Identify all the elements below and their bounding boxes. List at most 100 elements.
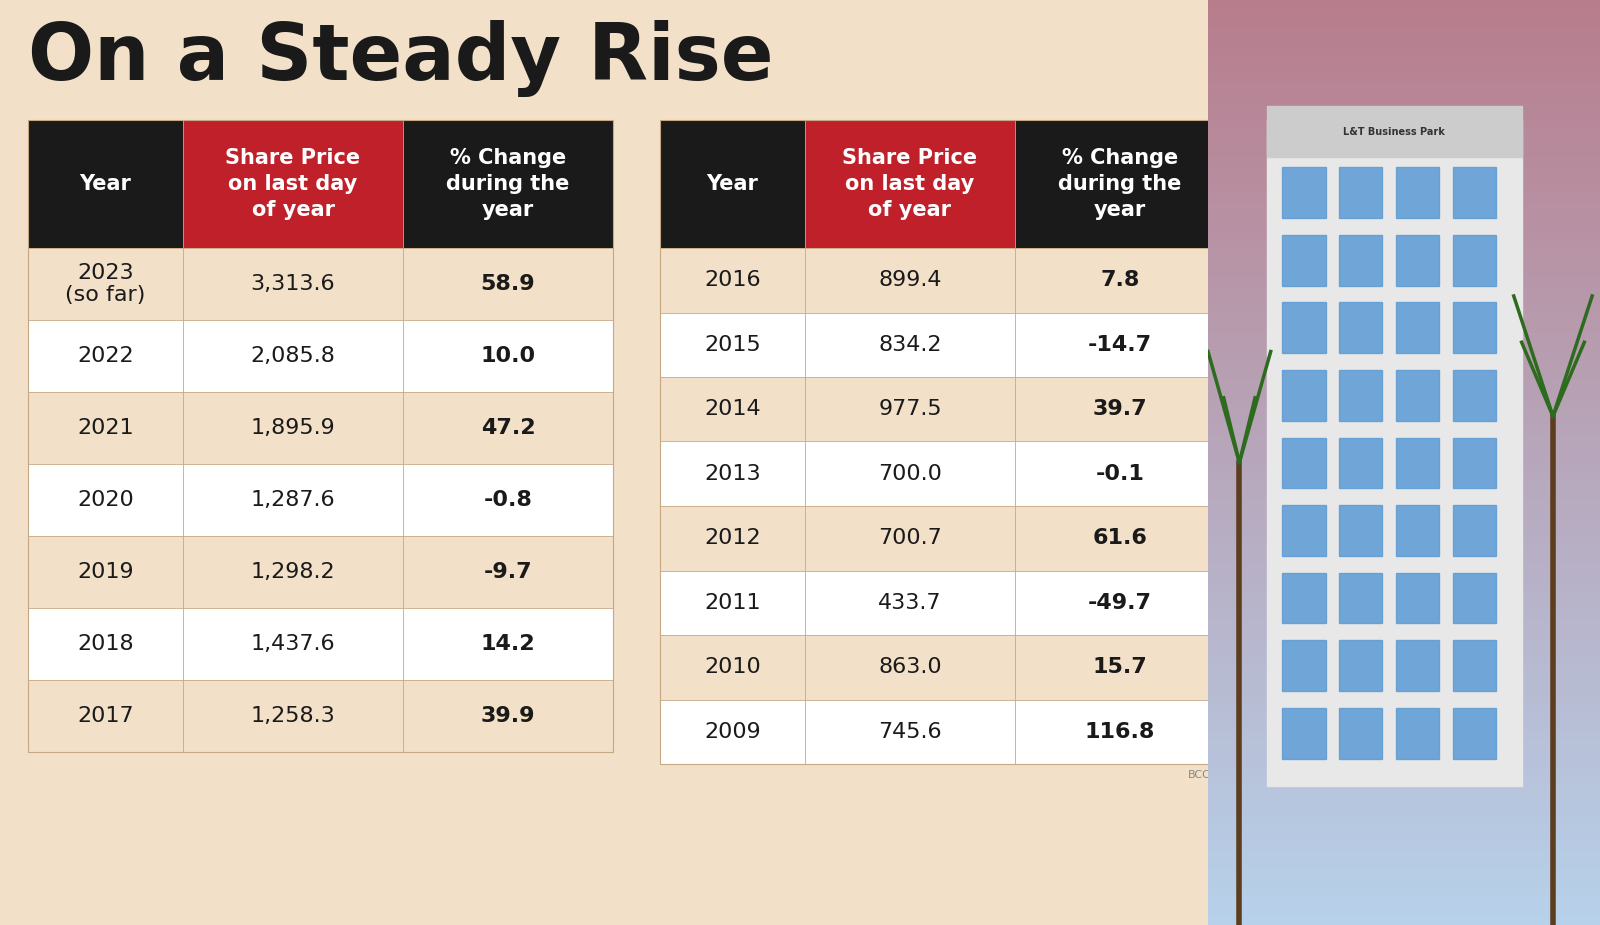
Text: BCCL: BCCL: [1187, 770, 1218, 780]
Bar: [1283, 505, 1325, 556]
Text: 863.0: 863.0: [878, 658, 942, 677]
Bar: [29, 536, 613, 608]
Bar: [1283, 302, 1325, 353]
Text: -14.7: -14.7: [1088, 335, 1152, 355]
Bar: [1014, 120, 1226, 248]
Text: 2018: 2018: [77, 634, 134, 654]
Text: % Change
during the
year: % Change during the year: [446, 148, 570, 219]
Text: -9.7: -9.7: [483, 562, 533, 582]
Bar: [661, 377, 1226, 441]
Text: 2017: 2017: [77, 706, 134, 726]
Text: 2013: 2013: [704, 463, 762, 484]
Text: 39.9: 39.9: [480, 706, 536, 726]
Text: 14.2: 14.2: [480, 634, 536, 654]
Text: On a Steady Rise: On a Steady Rise: [29, 20, 773, 97]
Text: 39.7: 39.7: [1093, 400, 1147, 419]
Text: 700.7: 700.7: [878, 528, 942, 549]
Bar: [1397, 167, 1440, 218]
Bar: [1397, 640, 1440, 691]
Text: 1,298.2: 1,298.2: [251, 562, 336, 582]
Bar: [1283, 370, 1325, 421]
Text: 2019: 2019: [77, 562, 134, 582]
Bar: [1283, 438, 1325, 488]
Text: 2015: 2015: [704, 335, 762, 355]
Text: 2016: 2016: [704, 270, 762, 290]
Bar: [29, 120, 613, 752]
Bar: [182, 120, 403, 248]
Bar: [1397, 302, 1440, 353]
Bar: [805, 120, 1014, 248]
Bar: [661, 120, 1226, 764]
Bar: [1453, 235, 1496, 286]
Bar: [661, 506, 1226, 571]
Text: 1,258.3: 1,258.3: [251, 706, 336, 726]
Text: 2023
(so far): 2023 (so far): [66, 263, 146, 305]
Text: -49.7: -49.7: [1088, 593, 1152, 612]
Bar: [1283, 708, 1325, 758]
Text: % Change
during the
year: % Change during the year: [1058, 148, 1182, 219]
Text: 2014: 2014: [704, 400, 762, 419]
Bar: [1339, 505, 1382, 556]
Bar: [1283, 573, 1325, 623]
Text: 700.0: 700.0: [878, 463, 942, 484]
Bar: [1453, 708, 1496, 758]
Bar: [1339, 370, 1382, 421]
Bar: [661, 571, 1226, 635]
Bar: [1453, 438, 1496, 488]
Bar: [1267, 120, 1522, 786]
Bar: [661, 313, 1226, 377]
Bar: [1283, 167, 1325, 218]
Text: -0.1: -0.1: [1096, 463, 1144, 484]
Bar: [1339, 167, 1382, 218]
Text: 2,085.8: 2,085.8: [251, 346, 336, 366]
Bar: [1397, 370, 1440, 421]
Bar: [1283, 235, 1325, 286]
Text: 7.8: 7.8: [1101, 270, 1139, 290]
Bar: [1283, 640, 1325, 691]
Bar: [1339, 640, 1382, 691]
Text: 745.6: 745.6: [878, 722, 942, 742]
Text: 2021: 2021: [77, 418, 134, 438]
Text: 977.5: 977.5: [878, 400, 942, 419]
Bar: [1339, 573, 1382, 623]
Bar: [1453, 302, 1496, 353]
Bar: [1397, 505, 1440, 556]
Bar: [1339, 708, 1382, 758]
Text: 2012: 2012: [704, 528, 762, 549]
Text: 47.2: 47.2: [480, 418, 536, 438]
Text: 2022: 2022: [77, 346, 134, 366]
Bar: [661, 635, 1226, 699]
Bar: [29, 464, 613, 536]
Text: Share Price
on last day
of year: Share Price on last day of year: [226, 148, 360, 219]
Text: 116.8: 116.8: [1085, 722, 1155, 742]
Bar: [661, 699, 1226, 764]
Text: L&T Business Park: L&T Business Park: [1344, 128, 1445, 137]
Text: 15.7: 15.7: [1093, 658, 1147, 677]
Text: 2009: 2009: [704, 722, 762, 742]
Bar: [1339, 438, 1382, 488]
Bar: [1397, 573, 1440, 623]
Bar: [1397, 235, 1440, 286]
Bar: [29, 320, 613, 392]
Bar: [29, 248, 613, 320]
Bar: [29, 608, 613, 680]
Text: 61.6: 61.6: [1093, 528, 1147, 549]
Bar: [1453, 505, 1496, 556]
Text: 899.4: 899.4: [878, 270, 942, 290]
Text: 2011: 2011: [704, 593, 762, 612]
Bar: [29, 680, 613, 752]
Bar: [1453, 370, 1496, 421]
Bar: [661, 441, 1226, 506]
Text: 1,895.9: 1,895.9: [251, 418, 336, 438]
Text: 2020: 2020: [77, 490, 134, 510]
Text: 3,313.6: 3,313.6: [251, 274, 336, 294]
Text: -0.8: -0.8: [483, 490, 533, 510]
Bar: [661, 120, 805, 248]
Text: 433.7: 433.7: [878, 593, 942, 612]
Text: 1,287.6: 1,287.6: [251, 490, 336, 510]
Bar: [1397, 708, 1440, 758]
Text: 2010: 2010: [704, 658, 762, 677]
Text: 834.2: 834.2: [878, 335, 942, 355]
Text: 58.9: 58.9: [480, 274, 536, 294]
Bar: [29, 120, 182, 248]
